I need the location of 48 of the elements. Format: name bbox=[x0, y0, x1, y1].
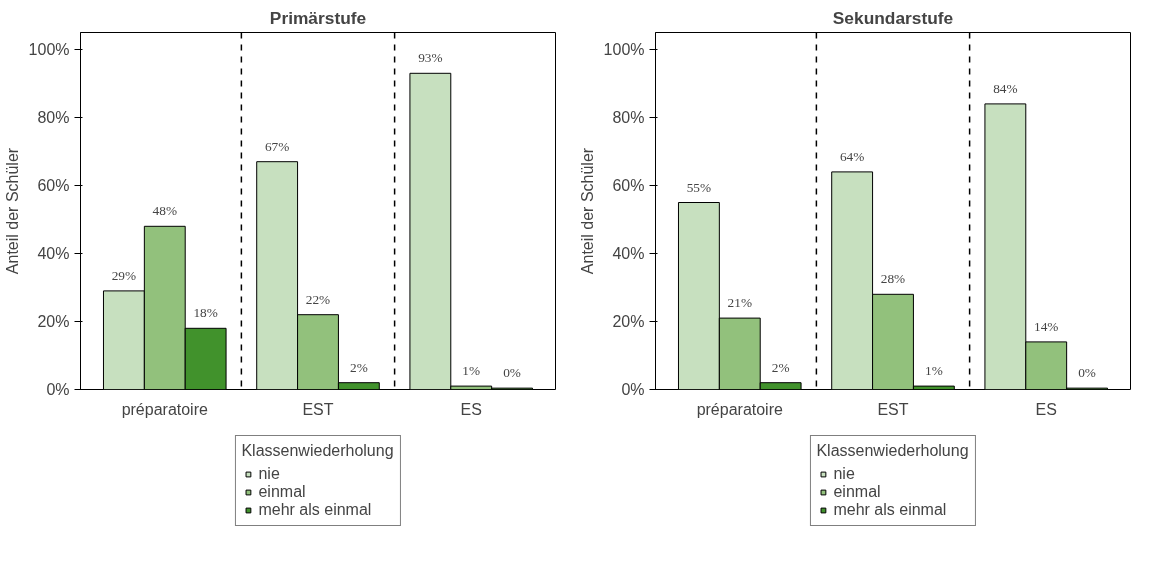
data-label: 28% bbox=[880, 271, 906, 287]
data-label: 18% bbox=[193, 305, 218, 321]
y-tick-label: 100% bbox=[28, 41, 70, 58]
chart-title: Sekundarstufe bbox=[832, 7, 954, 28]
y-tick-label: 0% bbox=[621, 381, 645, 398]
x-tick-label: préparatoire bbox=[696, 400, 784, 418]
legend-label: mehr als einmal bbox=[258, 501, 372, 519]
data-label: 0% bbox=[503, 365, 521, 381]
data-label: 14% bbox=[1034, 318, 1059, 334]
y-axis-title: Anteil der Schüler bbox=[3, 147, 21, 275]
legend-label: nie bbox=[258, 465, 280, 483]
data-label: 21% bbox=[727, 295, 752, 311]
y-tick-label: 60% bbox=[612, 177, 645, 194]
legend-title: Klassenwiederholung bbox=[241, 442, 394, 460]
data-label: 1% bbox=[924, 363, 943, 379]
y-tick-label: 40% bbox=[612, 245, 645, 262]
y-tick-label: 80% bbox=[37, 109, 70, 126]
data-label: 55% bbox=[686, 179, 712, 195]
data-label: 48% bbox=[152, 203, 177, 219]
y-tick-label: 20% bbox=[37, 313, 70, 330]
x-tick-label: EST bbox=[877, 400, 909, 418]
data-label: 64% bbox=[839, 148, 865, 164]
x-tick-label: ES bbox=[460, 400, 482, 418]
legend-label: einmal bbox=[258, 483, 306, 501]
legend-label: nie bbox=[833, 465, 855, 483]
legend-label: einmal bbox=[833, 483, 881, 501]
y-tick-label: 80% bbox=[612, 109, 645, 126]
legend-title: Klassenwiederholung bbox=[816, 442, 969, 460]
y-tick-label: 100% bbox=[603, 41, 645, 58]
legend-label: mehr als einmal bbox=[833, 501, 947, 519]
data-label: 67% bbox=[264, 138, 290, 154]
y-tick-label: 0% bbox=[46, 381, 70, 398]
x-tick-label: ES bbox=[1035, 400, 1057, 418]
data-label: 29% bbox=[111, 267, 137, 283]
data-label: 2% bbox=[771, 359, 790, 375]
x-tick-label: préparatoire bbox=[121, 400, 209, 418]
y-tick-label: 20% bbox=[612, 313, 645, 330]
y-tick-label: 40% bbox=[37, 245, 70, 262]
data-label: 0% bbox=[1078, 365, 1096, 381]
data-label: 84% bbox=[993, 80, 1018, 96]
data-label: 1% bbox=[462, 363, 481, 379]
data-label: 22% bbox=[305, 291, 331, 307]
chart-title: Primärstufe bbox=[269, 7, 367, 28]
data-label: 2% bbox=[349, 359, 368, 375]
y-axis-title: Anteil der Schüler bbox=[578, 147, 596, 275]
y-tick-label: 60% bbox=[37, 177, 70, 194]
data-label: 93% bbox=[418, 50, 443, 66]
x-tick-label: EST bbox=[302, 400, 334, 418]
